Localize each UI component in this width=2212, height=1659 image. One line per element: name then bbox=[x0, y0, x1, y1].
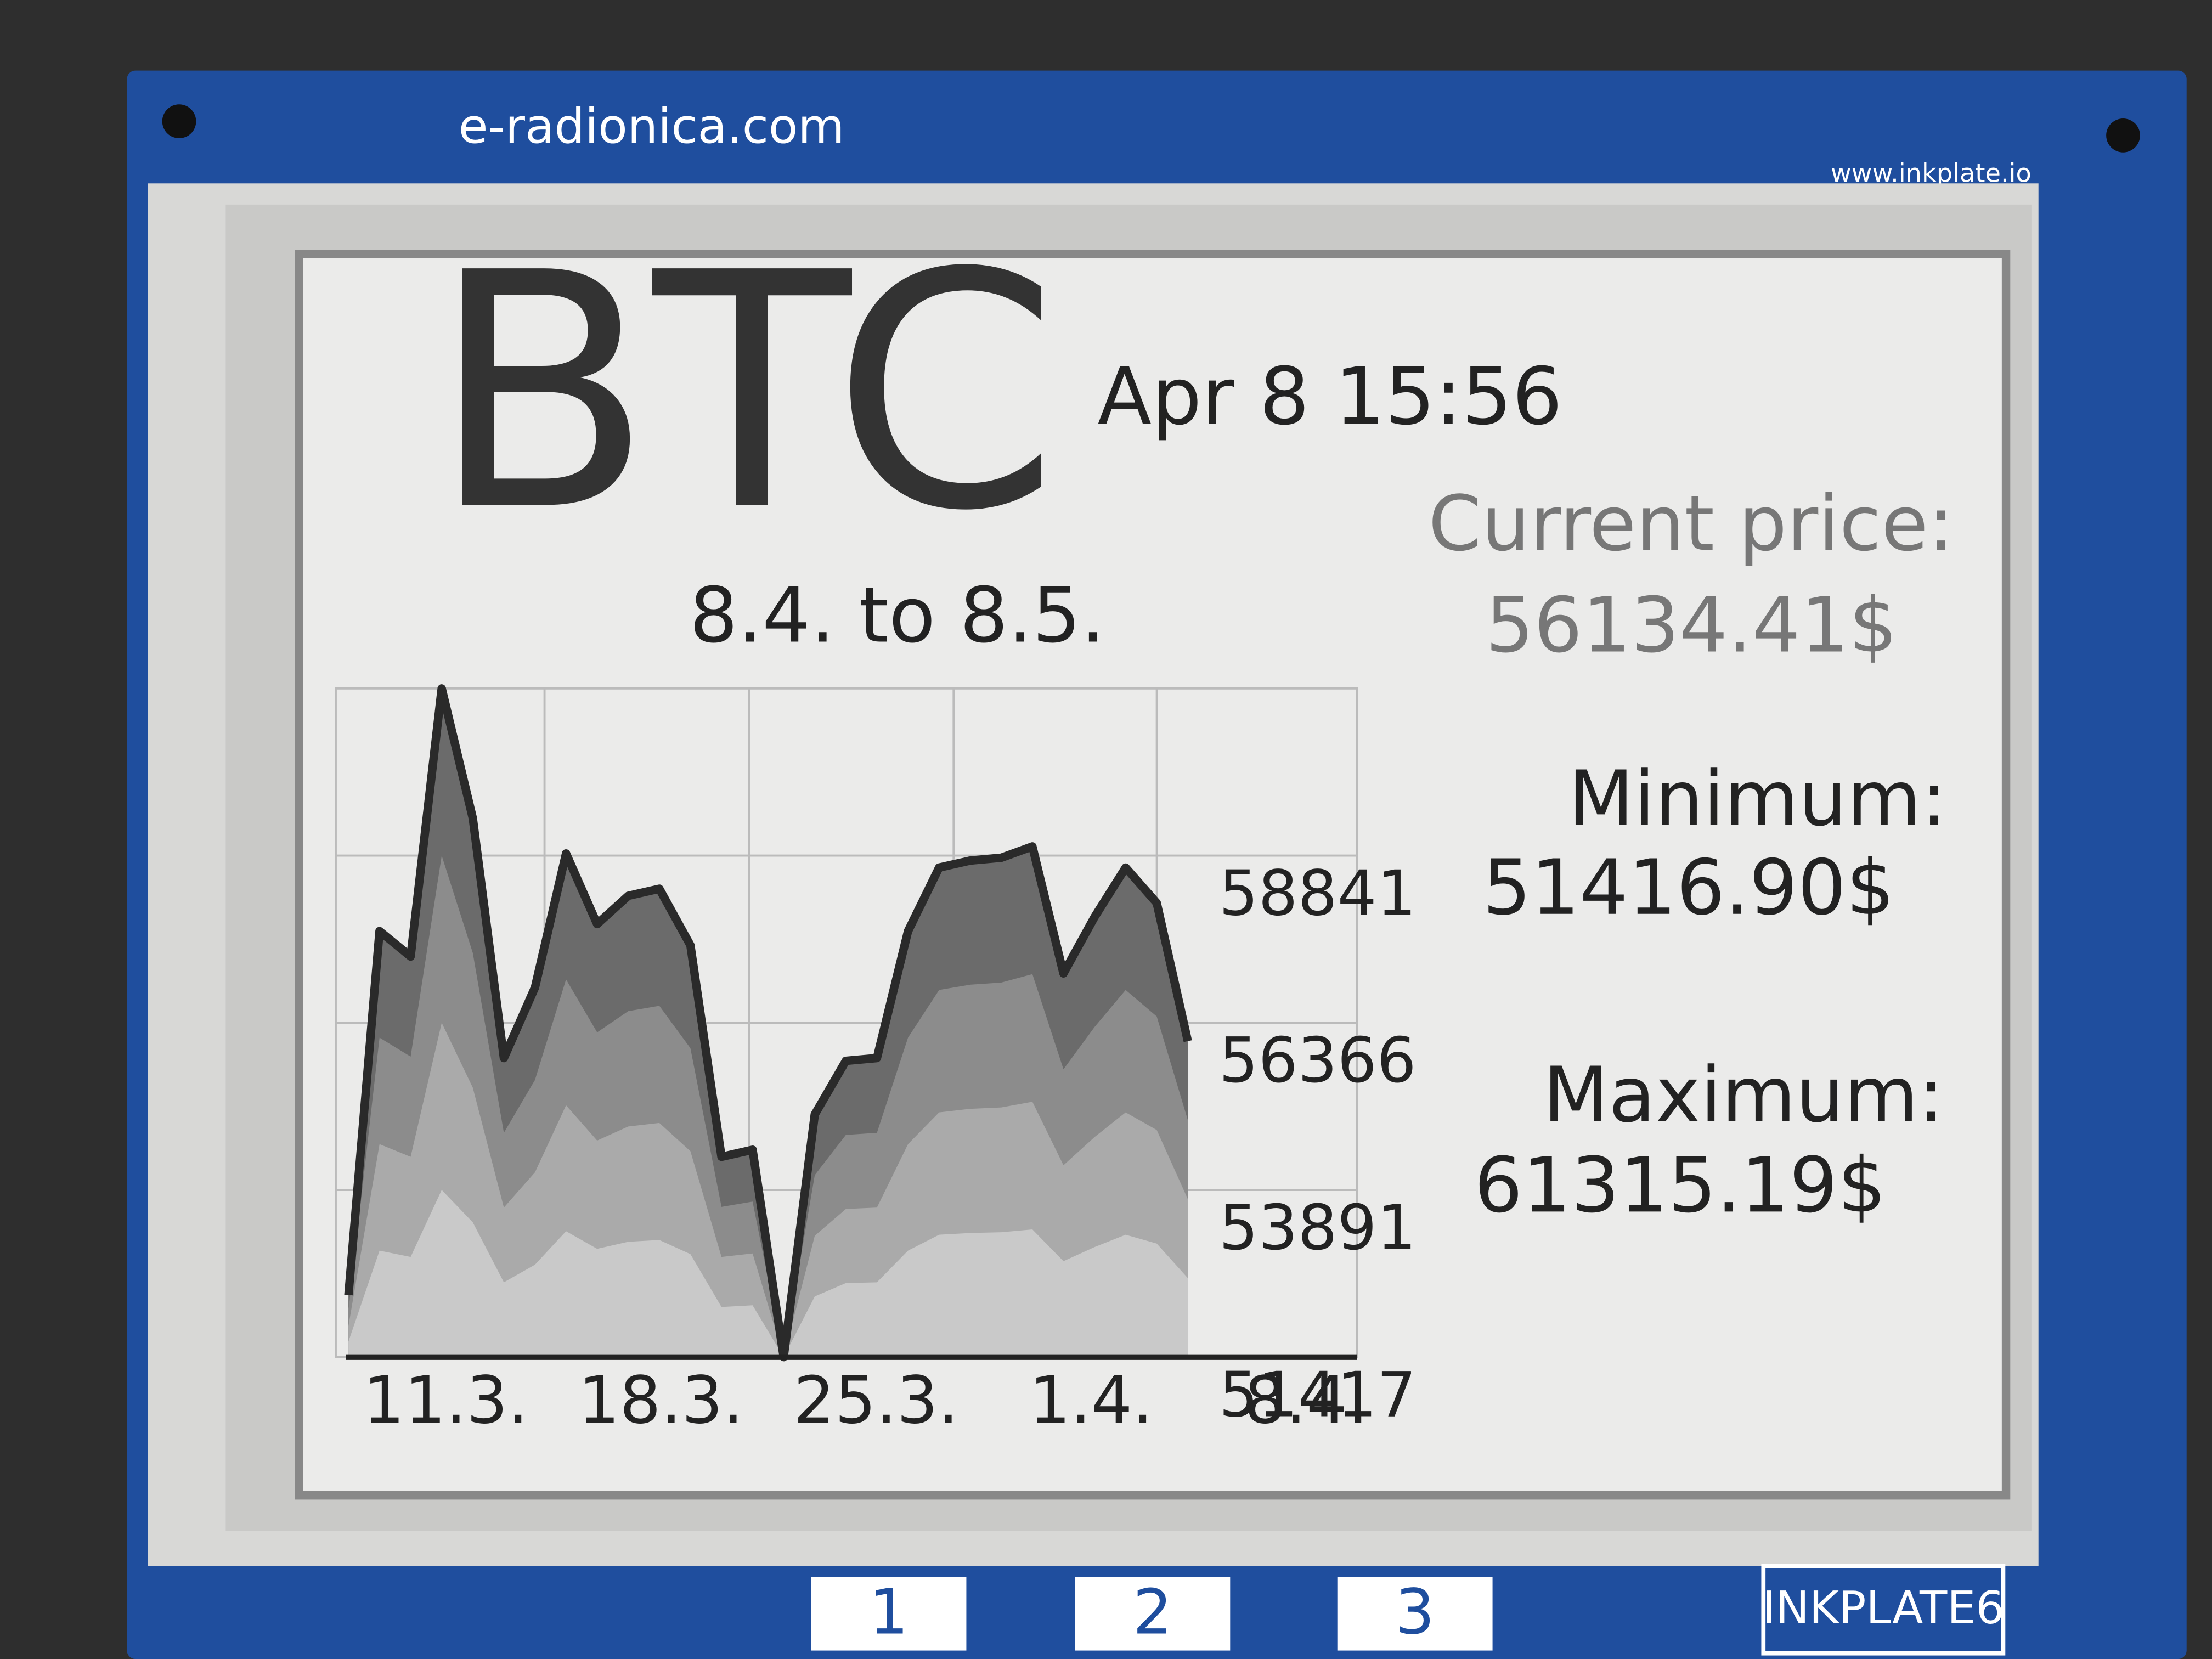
stat-label: Maximum: bbox=[1543, 1051, 1944, 1139]
model: INKPLATE6 bbox=[1762, 1582, 2005, 1634]
y-tick-label: 51417 bbox=[1219, 1359, 1417, 1431]
button-label: 1 bbox=[869, 1576, 909, 1649]
button[interactable] bbox=[811, 1577, 967, 1651]
model-box bbox=[1761, 1564, 2006, 1656]
area-band bbox=[348, 1190, 1188, 1357]
stat-value: 51416.90$ bbox=[1483, 843, 1895, 932]
x-tick-label: 11.3. bbox=[363, 1362, 528, 1438]
x-tick-label: 18.3. bbox=[578, 1362, 743, 1438]
stat-value: 56134.41$ bbox=[1486, 581, 1898, 670]
timestamp: Apr 8 15:56 bbox=[1098, 350, 1562, 442]
x-tick-label: 1.4. bbox=[1029, 1362, 1153, 1438]
brand: e-radionica.com bbox=[459, 98, 845, 154]
button-label: 2 bbox=[1133, 1576, 1172, 1649]
x-tick-label: 8.4. bbox=[1244, 1362, 1368, 1438]
url: www.inkplate.io bbox=[1831, 158, 2032, 188]
button[interactable] bbox=[1075, 1577, 1231, 1651]
plot: 51417 53891 56366 58841 11.3. 18.3. 25.3. 1.4. 8… bbox=[335, 684, 1417, 1438]
y-tick-label: 56366 bbox=[1219, 1024, 1417, 1097]
y-tick-label: 53891 bbox=[1219, 1192, 1417, 1264]
y-tick-label: 58841 bbox=[1219, 857, 1417, 929]
chart-title: BTC bbox=[430, 204, 1058, 582]
button-label: 3 bbox=[1395, 1576, 1435, 1649]
mount-hole bbox=[2106, 119, 2140, 153]
x-tick-label: 25.3. bbox=[793, 1362, 958, 1438]
stat-label: Current price: bbox=[1428, 479, 1954, 568]
chart-subtitle: 8.4. to 8.5. bbox=[690, 571, 1105, 660]
stat-label: Minimum: bbox=[1568, 754, 1946, 843]
stat-value: 61315.19$ bbox=[1474, 1141, 1886, 1229]
mount-hole bbox=[162, 104, 196, 138]
button[interactable] bbox=[1337, 1577, 1493, 1651]
line bbox=[344, 684, 1192, 1362]
